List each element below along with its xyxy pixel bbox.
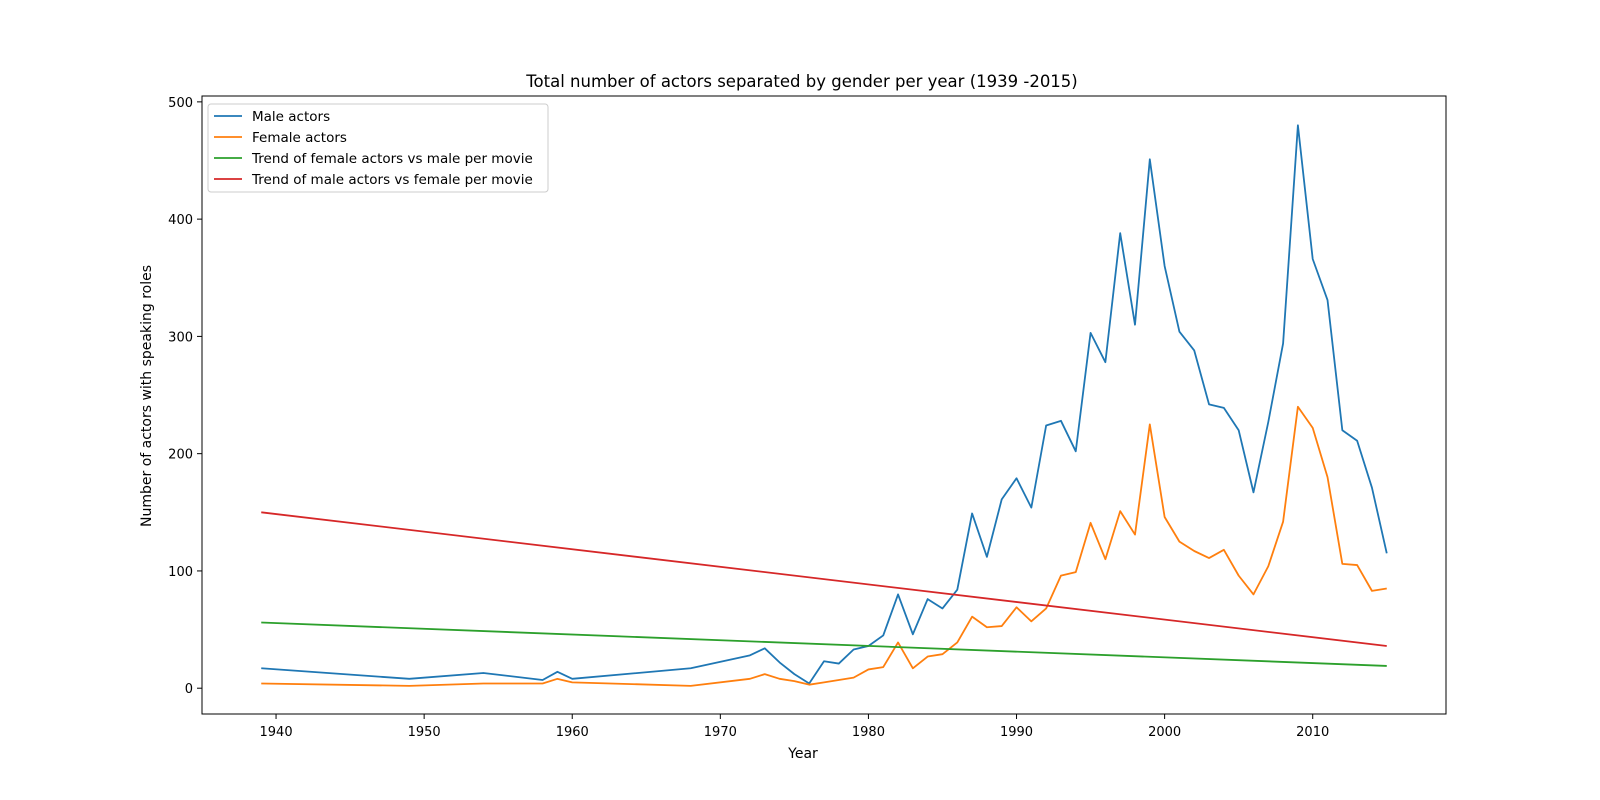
y-axis-title: Number of actors with speaking roles [139, 265, 155, 527]
legend-label: Trend of female actors vs male per movie [251, 151, 533, 167]
x-axis-title: Year [787, 746, 818, 762]
x-tick-label: 1980 [852, 725, 885, 740]
series-line-2 [261, 405, 1387, 687]
series-layer [261, 124, 1388, 687]
x-tick-label: 1960 [556, 725, 589, 740]
legend-label: Male actors [252, 109, 330, 125]
x-tick-label: 2000 [1148, 725, 1181, 740]
x-tick-label: 1990 [1000, 725, 1033, 740]
legend-box [207, 103, 549, 193]
x-tick-label: 1970 [704, 725, 737, 740]
y-tick-label: 200 [168, 448, 193, 463]
x-tick-label: 1940 [260, 725, 293, 740]
y-tick-label: 0 [185, 682, 193, 697]
x-axis: 1940 1950 1960 1970 1980 1990 2000 2010 [260, 714, 1329, 740]
y-tick-label: 300 [168, 330, 193, 345]
y-axis: 0 100 200 300 400 500 [168, 96, 202, 697]
legend: Male actors Female actors Trend of female… [207, 103, 549, 193]
series-line-4 [261, 511, 1387, 647]
plot-area-frame [201, 95, 1447, 715]
series-line-1 [261, 124, 1388, 685]
legend-label: Female actors [252, 130, 347, 146]
y-tick-label: 400 [168, 213, 193, 228]
x-tick-label: 2010 [1296, 725, 1329, 740]
x-tick-label: 1950 [408, 725, 441, 740]
chart-title: Total number of actors separated by gend… [525, 72, 1078, 91]
legend-label: Trend of male actors vs female per movie [251, 172, 533, 188]
series-line-3 [261, 621, 1387, 667]
y-tick-label: 100 [168, 565, 193, 580]
y-tick-label: 500 [168, 96, 193, 111]
